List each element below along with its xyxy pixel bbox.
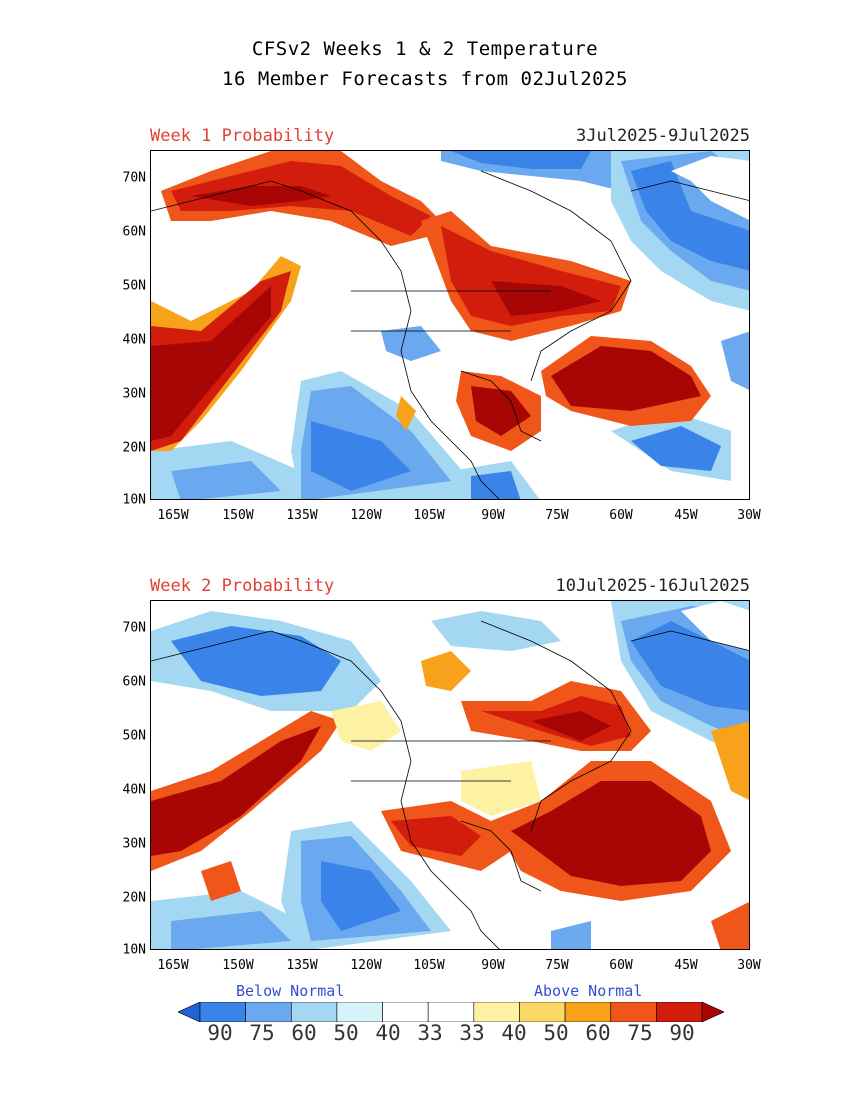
lat-label: 30N bbox=[122, 386, 146, 402]
lat-label: 40N bbox=[122, 782, 146, 798]
lon-label: 150W bbox=[222, 958, 254, 973]
colorbar-value: 50 bbox=[333, 1021, 359, 1045]
colorbar-swatch bbox=[427, 1001, 475, 1023]
lon-label: 60W bbox=[609, 508, 633, 523]
week1-above-normal-areas bbox=[151, 151, 711, 451]
legend-below-label: Below Normal bbox=[236, 982, 345, 1000]
colorbar-values: 90 75 60 50 40 33 33 40 50 60 75 90 bbox=[0, 1021, 850, 1047]
lon-label: 90W bbox=[481, 508, 505, 523]
week1-lat-axis: 70N 60N 50N 40N 30N 20N 10N bbox=[108, 150, 146, 508]
colorbar-value: 50 bbox=[543, 1021, 569, 1045]
colorbar-swatch bbox=[290, 1001, 338, 1023]
lat-label: 20N bbox=[122, 440, 146, 456]
lon-label: 30W bbox=[737, 508, 761, 523]
lon-label: 120W bbox=[350, 508, 382, 523]
week1-label: Week 1 Probability bbox=[150, 126, 335, 146]
week2-map bbox=[150, 600, 750, 950]
lon-label: 90W bbox=[481, 958, 505, 973]
week2-coastlines bbox=[151, 620, 749, 949]
week1-coastlines bbox=[151, 170, 749, 499]
colorbar-swatch bbox=[656, 1001, 703, 1023]
lat-label: 50N bbox=[122, 728, 146, 744]
colorbar-swatch bbox=[564, 1001, 612, 1023]
lon-label: 165W bbox=[157, 508, 189, 523]
week1-map bbox=[150, 150, 750, 500]
colorbar-value: 75 bbox=[249, 1021, 275, 1045]
lat-label: 30N bbox=[122, 836, 146, 852]
colorbar-value: 60 bbox=[291, 1021, 317, 1045]
colorbar-value: 75 bbox=[627, 1021, 653, 1045]
lon-label: 75W bbox=[545, 508, 569, 523]
week2-above-normal-areas bbox=[151, 651, 749, 949]
week2-below-normal-areas bbox=[151, 601, 749, 949]
legend-above-label: Above Normal bbox=[534, 982, 643, 1000]
lat-label: 60N bbox=[122, 224, 146, 240]
week2-dates: 10Jul2025-16Jul2025 bbox=[555, 576, 750, 596]
colorbar-value: 90 bbox=[669, 1021, 695, 1045]
lon-label: 105W bbox=[413, 508, 445, 523]
lon-label: 135W bbox=[286, 508, 318, 523]
week1-dates: 3Jul2025-9Jul2025 bbox=[576, 126, 750, 146]
week1-below-normal-areas bbox=[151, 151, 749, 499]
colorbar-value: 33 bbox=[459, 1021, 485, 1045]
lat-label: 20N bbox=[122, 890, 146, 906]
lon-label: 45W bbox=[674, 508, 698, 523]
colorbar-swatch bbox=[336, 1001, 383, 1023]
lat-label: 10N bbox=[122, 942, 146, 958]
colorbar-right-arrow bbox=[701, 1001, 725, 1023]
lat-label: 60N bbox=[122, 674, 146, 690]
colorbar-swatch bbox=[610, 1001, 657, 1023]
colorbar-swatch bbox=[473, 1001, 520, 1023]
lat-label: 10N bbox=[122, 492, 146, 508]
title-line-1: CFSv2 Weeks 1 & 2 Temperature bbox=[251, 38, 599, 60]
lat-label: 70N bbox=[122, 620, 146, 636]
lon-label: 165W bbox=[157, 958, 189, 973]
colorbar-value: 40 bbox=[375, 1021, 401, 1045]
week2-label: Week 2 Probability bbox=[150, 576, 335, 596]
lat-label: 70N bbox=[122, 170, 146, 186]
lon-label: 30W bbox=[737, 958, 761, 973]
colorbar-swatch bbox=[245, 1001, 292, 1023]
colorbar-value: 40 bbox=[501, 1021, 527, 1045]
colorbar-swatch bbox=[519, 1001, 566, 1023]
week1-lon-axis: 165W 150W 135W 120W 105W 90W 75W 60W 45W… bbox=[0, 508, 850, 528]
title-line-2: 16 Member Forecasts from 02Jul2025 bbox=[222, 68, 628, 90]
lon-label: 120W bbox=[350, 958, 382, 973]
lat-label: 50N bbox=[122, 278, 146, 294]
lon-label: 45W bbox=[674, 958, 698, 973]
colorbar-swatch bbox=[382, 1001, 429, 1023]
week2-lon-axis: 165W 150W 135W 120W 105W 90W 75W 60W 45W… bbox=[0, 958, 850, 978]
lon-label: 135W bbox=[286, 958, 318, 973]
lat-label: 40N bbox=[122, 332, 146, 348]
colorbar-value: 90 bbox=[207, 1021, 233, 1045]
colorbar-value: 60 bbox=[585, 1021, 611, 1045]
week2-lat-axis: 70N 60N 50N 40N 30N 20N 10N bbox=[108, 600, 146, 958]
colorbar-left-arrow bbox=[177, 1001, 201, 1023]
lon-label: 105W bbox=[413, 958, 445, 973]
colorbar bbox=[177, 1001, 725, 1023]
colorbar-value: 33 bbox=[417, 1021, 443, 1045]
lon-label: 75W bbox=[545, 958, 569, 973]
colorbar-swatch bbox=[199, 1001, 246, 1023]
lon-label: 60W bbox=[609, 958, 633, 973]
lon-label: 150W bbox=[222, 508, 254, 523]
